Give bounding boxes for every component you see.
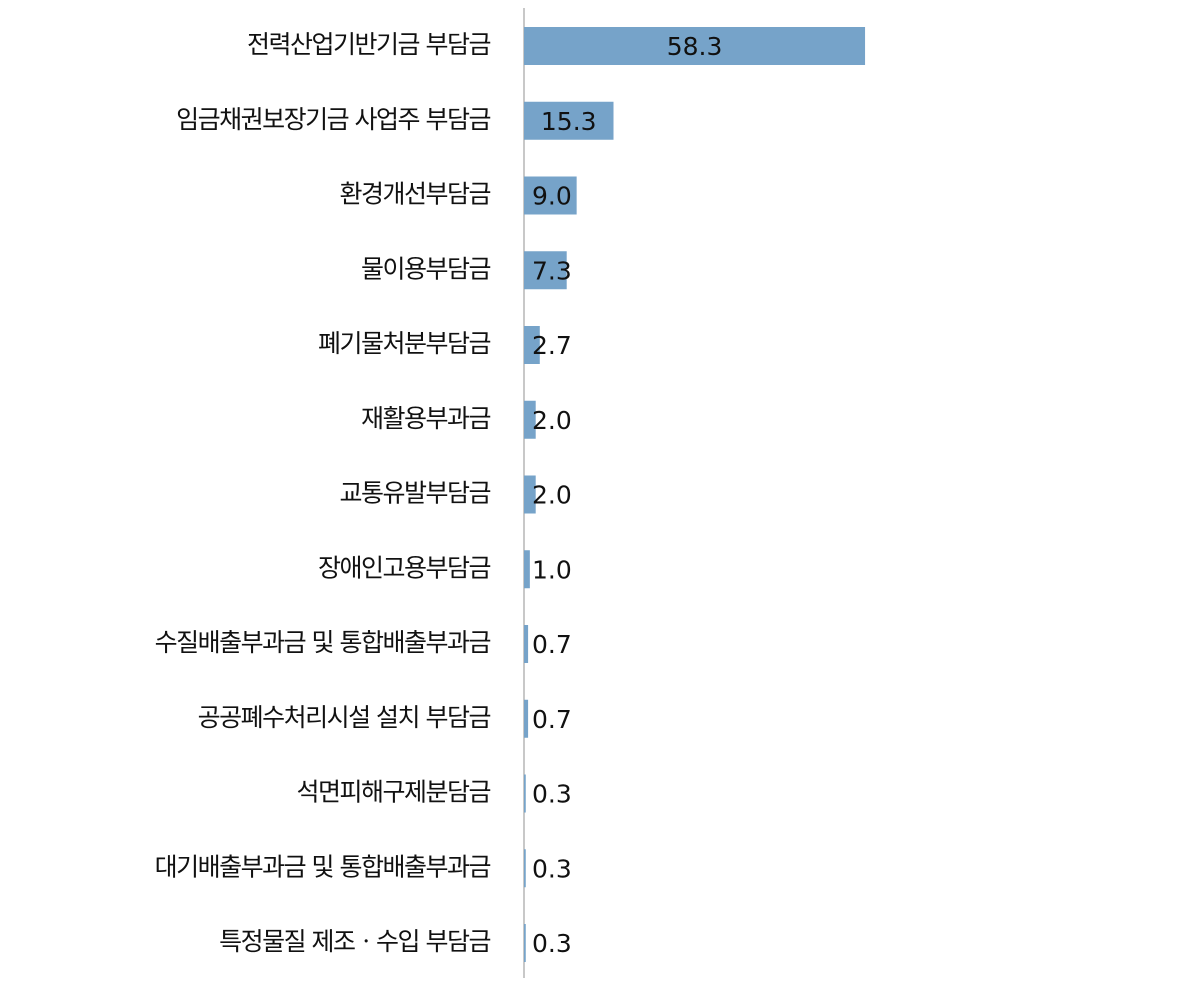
value-label: 7.3 <box>532 256 572 285</box>
value-label: 0.3 <box>532 780 572 809</box>
bar <box>524 400 536 439</box>
value-label: 1.0 <box>532 555 572 584</box>
bar <box>524 625 529 663</box>
bar <box>524 101 614 140</box>
value-label: 2.0 <box>532 406 572 435</box>
bar <box>524 774 526 813</box>
bar <box>524 924 526 962</box>
bar <box>524 27 866 65</box>
bar <box>524 849 526 888</box>
bar <box>524 550 530 589</box>
category-label: 석면피해구제분담금 <box>296 778 490 807</box>
category-label: 재활용부과금 <box>361 404 491 433</box>
bar <box>524 326 540 364</box>
value-label: 0.7 <box>532 630 572 659</box>
value-label: 58.3 <box>667 32 723 61</box>
category-label: 수질배출부과금 및 통합배출부과금 <box>155 628 491 657</box>
category-label: 폐기물처분부담금 <box>318 329 491 358</box>
category-label: 전력산업기반기금 부담금 <box>247 30 490 59</box>
value-label: 0.3 <box>532 854 572 883</box>
category-label: 장애인고용부담금 <box>318 553 491 582</box>
category-label: 임금채권보장기금 사업주 부담금 <box>176 105 490 134</box>
value-label: 2.7 <box>532 331 572 360</box>
category-label: 특정물질 제조ㆍ수입 부담금 <box>219 927 490 956</box>
category-label: 교통유발부담금 <box>339 479 490 508</box>
category-label: 공공폐수처리시설 설치 부담금 <box>198 703 491 732</box>
bar <box>524 475 536 514</box>
value-label: 9.0 <box>532 182 572 211</box>
category-label: 대기배출부과금 및 통합배출부과금 <box>155 852 491 881</box>
category-label: 물이용부담금 <box>361 254 491 283</box>
value-label: 2.0 <box>532 481 572 510</box>
category-label: 환경개선부담금 <box>339 180 490 209</box>
bar <box>524 699 529 738</box>
bar <box>524 176 577 215</box>
value-label: 15.3 <box>541 107 597 136</box>
bar <box>524 251 567 290</box>
value-label: 0.3 <box>532 929 572 958</box>
value-label: 0.7 <box>532 705 572 734</box>
